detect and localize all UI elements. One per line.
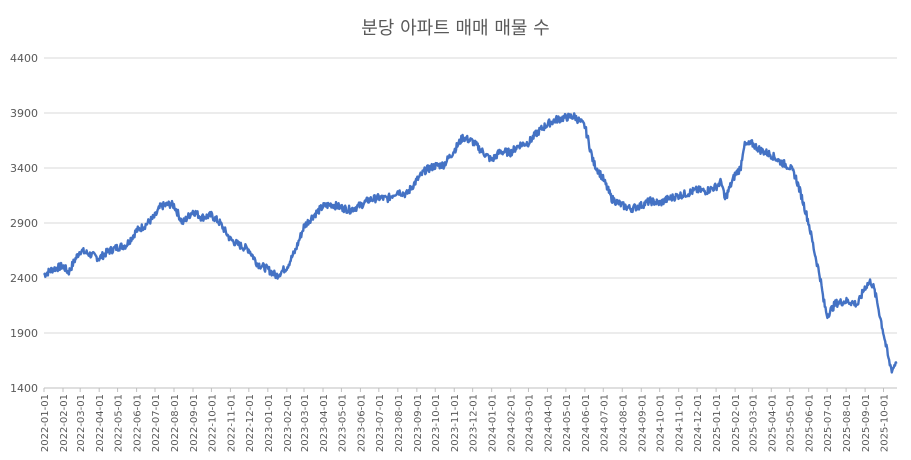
- gridlines: [44, 57, 897, 389]
- chart-title: 분당 아파트 매매 매물 수: [361, 18, 550, 39]
- x-tick-label: 2022-11-01: [226, 394, 237, 452]
- x-tick-label: 2024-11-01: [675, 394, 686, 452]
- y-tick-label: 4400: [10, 52, 38, 65]
- x-tick-label: 2025-10-01: [880, 394, 891, 452]
- x-tick-label: 2022-03-01: [76, 394, 87, 452]
- x-tick-label: 2024-08-01: [618, 394, 629, 452]
- x-tick-label: 2025-08-01: [842, 394, 853, 452]
- x-tick-label: 2022-08-01: [170, 394, 181, 452]
- x-tick-label: 2023-06-01: [356, 394, 367, 452]
- y-tick-label: 3900: [10, 107, 38, 120]
- x-tick-label: 2022-09-01: [189, 394, 200, 452]
- x-tick-label: 2025-05-01: [786, 394, 797, 452]
- x-axis-ticks: 2022-01-01 2022-02-01 2022-03-01 2022-04-01…: [40, 388, 891, 452]
- y-tick-label: 3400: [10, 162, 38, 175]
- x-tick-label: 2024-06-01: [581, 394, 592, 452]
- series-layer: [43, 112, 898, 374]
- x-tick-label: 2022-10-01: [207, 394, 218, 452]
- x-tick-label: 2024-12-01: [693, 394, 704, 452]
- x-tick-label: 2023-01-01: [264, 394, 275, 452]
- x-tick-label: 2022-02-01: [59, 394, 70, 452]
- x-tick-label: 2025-09-01: [861, 394, 872, 452]
- x-tick-label: 2025-01-01: [712, 394, 723, 452]
- x-tick-label: 2023-07-01: [375, 394, 386, 452]
- x-tick-label: 2022-07-01: [151, 394, 162, 452]
- x-tick-label: 2025-03-01: [748, 394, 759, 452]
- x-tick-label: 2023-12-01: [469, 394, 480, 452]
- x-tick-label: 2024-02-01: [507, 394, 518, 452]
- series-line: [43, 112, 898, 374]
- y-tick-label: 2900: [10, 217, 38, 230]
- x-tick-label: 2023-02-01: [283, 394, 294, 452]
- x-tick-label: 2024-04-01: [543, 394, 554, 452]
- x-tick-label: 2024-07-01: [599, 394, 610, 452]
- x-tick-label: 2023-03-01: [300, 394, 311, 452]
- x-tick-label: 2023-05-01: [337, 394, 348, 452]
- x-tick-label: 2024-09-01: [637, 394, 648, 452]
- x-tick-label: 2025-02-01: [731, 394, 742, 452]
- x-tick-label: 2025-07-01: [823, 394, 834, 452]
- x-tick-label: 2023-08-01: [394, 394, 405, 452]
- y-tick-label: 1400: [10, 382, 38, 395]
- x-tick-label: 2022-04-01: [95, 394, 106, 452]
- x-tick-label: 2025-06-01: [805, 394, 816, 452]
- y-axis-ticks: 1400 1900 2400 2900 3400 3900 4400: [10, 52, 38, 395]
- x-tick-label: 2023-09-01: [413, 394, 424, 452]
- x-tick-label: 2023-10-01: [431, 394, 442, 452]
- y-tick-label: 1900: [10, 327, 38, 340]
- x-tick-label: 2024-10-01: [656, 394, 667, 452]
- x-tick-label: 2024-05-01: [562, 394, 573, 452]
- x-tick-label: 2022-12-01: [245, 394, 256, 452]
- x-tick-label: 2023-04-01: [319, 394, 330, 452]
- y-tick-label: 2400: [10, 272, 38, 285]
- x-tick-label: 2023-11-01: [450, 394, 461, 452]
- x-tick-label: 2024-03-01: [524, 394, 535, 452]
- x-tick-label: 2024-01-01: [488, 394, 499, 452]
- x-tick-label: 2022-05-01: [114, 394, 125, 452]
- x-tick-label: 2025-04-01: [767, 394, 778, 452]
- x-tick-label: 2022-01-01: [40, 394, 51, 452]
- x-tick-label: 2022-06-01: [133, 394, 144, 452]
